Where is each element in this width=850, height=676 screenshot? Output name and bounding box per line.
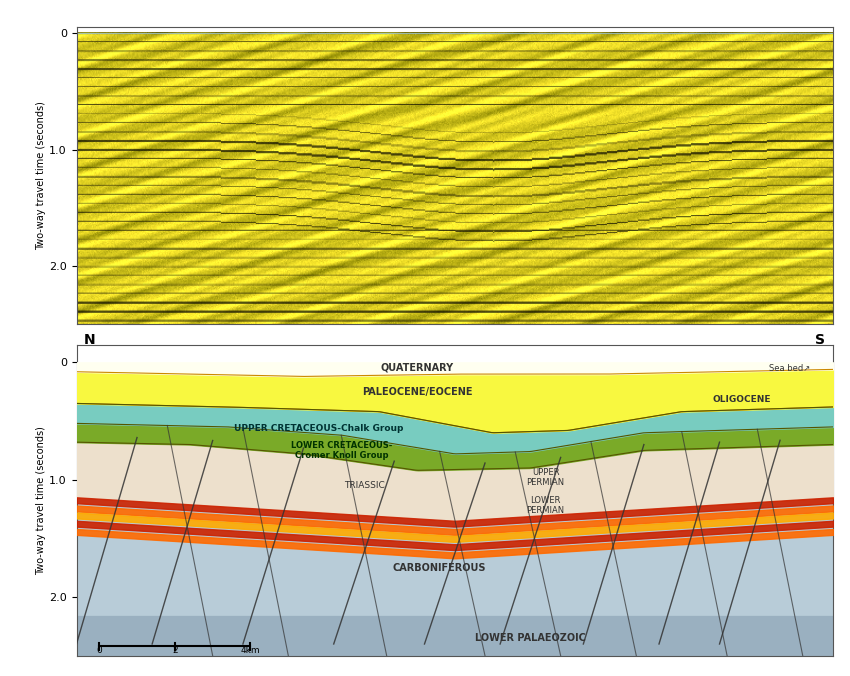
Text: QUATERNARY: QUATERNARY bbox=[380, 362, 454, 372]
Text: 4km: 4km bbox=[241, 646, 260, 654]
Text: Sea bed↗: Sea bed↗ bbox=[769, 364, 810, 373]
Text: LOWER CRETACEOUS-
Cromer Knoll Group: LOWER CRETACEOUS- Cromer Knoll Group bbox=[291, 441, 392, 460]
Text: N: N bbox=[84, 333, 96, 347]
Text: S: S bbox=[815, 333, 825, 347]
Y-axis label: Two-way travel time (seconds): Two-way travel time (seconds) bbox=[37, 426, 46, 575]
Text: UPPER CRETACEOUS-Chalk Group: UPPER CRETACEOUS-Chalk Group bbox=[234, 424, 403, 433]
Text: TRIASSIC: TRIASSIC bbox=[343, 481, 384, 490]
Y-axis label: Two-way travel time (seconds): Two-way travel time (seconds) bbox=[37, 101, 46, 250]
Text: 2: 2 bbox=[172, 646, 178, 654]
Text: CARBONIFEROUS: CARBONIFEROUS bbox=[393, 562, 486, 573]
Text: PALEOCENE/EOCENE: PALEOCENE/EOCENE bbox=[362, 387, 473, 397]
Text: LOWER PALAEOZOIC: LOWER PALAEOZOIC bbox=[475, 633, 586, 643]
Text: 0: 0 bbox=[96, 646, 102, 654]
Text: OLIGOCENE: OLIGOCENE bbox=[713, 395, 772, 404]
Text: LOWER
PERMIAN: LOWER PERMIAN bbox=[526, 496, 564, 515]
Text: UPPER
PERMIAN: UPPER PERMIAN bbox=[526, 468, 564, 487]
